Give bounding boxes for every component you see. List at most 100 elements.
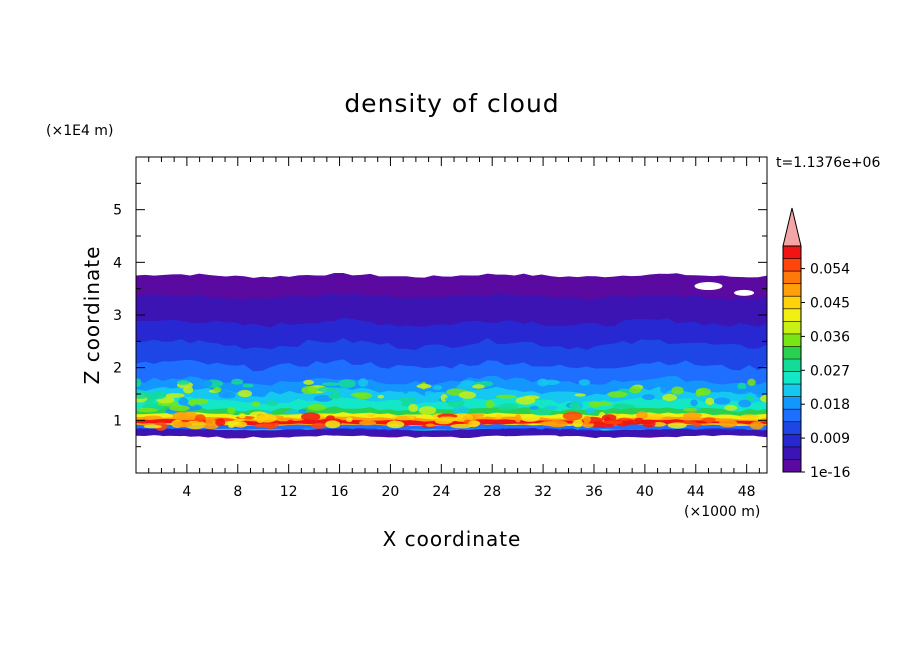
field-blotch [176,380,190,385]
field-blotch [568,401,581,410]
field-blotch [439,416,458,422]
colorbar-swatch [783,321,801,335]
field-blotch [424,391,434,397]
colorbar-swatch [783,346,801,360]
field-blotch [345,417,353,423]
field-blotch [231,378,244,385]
y-tick-label: 5 [113,203,122,219]
field-blotch [681,420,697,425]
colorbar-swatch [783,296,801,310]
x-tick-label: 8 [233,484,242,500]
field-blotch [692,422,702,427]
colorbar-swatch [783,421,801,435]
field-blotch [523,395,540,400]
x-axis: 4 8 12 16 20 24 28 32 36 40 44 48 [148,157,760,500]
y-axis: 1 2 3 4 5 [113,182,767,448]
colorbar-swatch [783,434,801,448]
colorbar-swatch [783,396,801,410]
field-blotch [612,403,630,410]
field-blotch [328,393,341,400]
field-blotch [667,422,687,429]
field-blotch [537,378,549,387]
field-blotch [603,420,624,425]
field-blotch [254,423,274,428]
field-blotch [332,389,340,396]
field-blotch [502,382,521,390]
field-blotch [354,392,373,400]
colorbar-label: 0.045 [810,296,850,312]
field-blotch [724,404,738,411]
colorbar-swatch [783,384,801,398]
field-blotch [237,389,253,398]
colorbar-label: 0.036 [810,329,850,345]
colorbar-swatch [783,246,801,260]
field-blotch [629,386,642,394]
field-blotch [546,420,568,428]
field-blotch [136,378,142,387]
field-blotch [432,385,443,390]
field-blotch [744,395,755,402]
field-blotch [227,406,236,415]
colorbar: 0.054 0.045 0.036 0.027 0.018 0.009 1e-16 [782,207,850,481]
field-blotch [495,394,517,399]
field-blotch [593,402,613,407]
field-blotch [683,407,698,412]
colorbar-swatch [783,459,801,473]
field-blotch [450,423,473,429]
y-tick-label: 3 [113,308,122,324]
y-tick-label: 1 [113,413,122,429]
field-blotch [607,423,614,428]
field-blotch [705,397,715,406]
field-blotch [585,407,596,414]
field-blotch [257,413,277,423]
field-blotch [325,420,341,429]
field-blotch [485,400,495,409]
field-blotch [636,411,648,419]
colorbar-label: 0.018 [810,397,850,413]
y-unit-label: (×1E4 m) [46,123,113,139]
field-blotch [317,387,335,393]
field-blotch [301,412,321,422]
field-blotch [338,379,356,389]
y-tick-label: 2 [113,361,122,377]
field-blotch [194,414,206,423]
field-blotch [701,417,716,423]
field-blotch [662,393,677,402]
x-tick-label: 32 [534,484,552,500]
field-blotch [494,414,503,419]
field-blotch [737,382,747,391]
field-blotch [399,396,416,402]
x-tick-label: 20 [382,484,400,500]
y-tick-label: 4 [113,255,122,271]
field-blotch [197,379,213,388]
field-blotch [136,407,158,413]
field-blotch [695,387,712,396]
field-blotch [386,420,405,429]
field-blotch [452,405,469,415]
field-blotch [314,394,333,402]
field-blotch [671,386,684,395]
field-blotch [578,379,591,386]
field-blotch [377,394,384,399]
field-blotch [529,405,539,410]
field-blotch [184,420,207,430]
x-tick-label: 4 [182,484,191,500]
field-blotch [321,382,340,387]
x-tick-label: 40 [636,484,654,500]
field-blotch [530,407,552,416]
field-blotch [760,394,767,403]
field-blotch [172,421,193,428]
field-blotch [150,391,167,400]
field-blotch [498,403,519,410]
field-blotch [242,383,254,388]
field-blotch [514,413,522,423]
field-blotch [221,421,240,426]
field-blotch [215,418,226,427]
field-blotch [642,419,656,428]
x-tick-label: 48 [738,484,756,500]
field-blotch [172,411,188,421]
x-tick-label: 44 [687,484,705,500]
field-blotch [169,405,190,412]
chart-title: density of cloud [344,89,559,118]
